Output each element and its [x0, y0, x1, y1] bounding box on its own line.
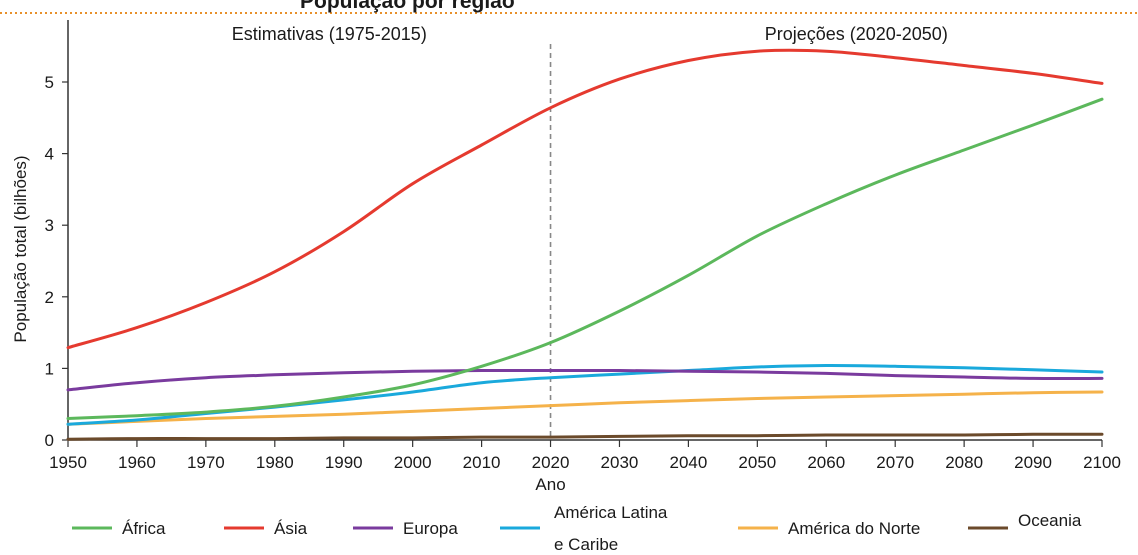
x-tick-label: 2070	[876, 453, 914, 472]
x-tick-label: 2090	[1014, 453, 1052, 472]
x-tick-label: 2020	[532, 453, 570, 472]
legend-label-america-latina-caribe: América Latina	[554, 503, 668, 522]
y-axis-title: População total (bilhões)	[11, 155, 30, 342]
x-tick-label: 2100	[1083, 453, 1121, 472]
x-tick-label: 2000	[394, 453, 432, 472]
chart-title: População por região	[300, 0, 515, 13]
legend-label-america-latina-caribe-line2: e Caribe	[554, 535, 618, 554]
x-tick-label: 1950	[49, 453, 87, 472]
y-tick-label: 1	[45, 359, 54, 378]
x-tick-label: 2050	[738, 453, 776, 472]
series-line-africa	[66, 97, 1104, 421]
series-line-asia	[66, 48, 1104, 350]
series-line-america-do-norte	[66, 390, 1104, 426]
y-tick-label: 4	[45, 145, 54, 164]
x-tick-label: 1960	[118, 453, 156, 472]
x-tick-label: 2080	[945, 453, 983, 472]
x-tick-label: 1990	[325, 453, 363, 472]
y-tick-label: 5	[45, 73, 54, 92]
y-tick-label: 0	[45, 431, 54, 450]
legend-label-asia: Ásia	[274, 519, 308, 538]
plot-area: 0 1 2 3 4 5 1950 1960 1970 1980 1990 2000 2010 2020 20…	[11, 20, 1121, 554]
section-label-projections: Projeções (2020-2050)	[765, 24, 948, 44]
y-tick-label: 3	[45, 216, 54, 235]
x-tick-label: 2030	[601, 453, 639, 472]
legend-label-america-do-norte: América do Norte	[788, 519, 920, 538]
x-axis-title: Ano	[535, 475, 565, 494]
section-label-estimates: Estimativas (1975-2015)	[232, 24, 427, 44]
x-tick-label: 2010	[463, 453, 501, 472]
legend-label-africa: África	[122, 519, 166, 538]
series-line-oceania	[66, 432, 1104, 441]
legend-label-oceania: Oceania	[1018, 511, 1082, 530]
y-tick-label: 2	[45, 288, 54, 307]
legend-label-europa: Europa	[403, 519, 458, 538]
x-tick-label: 2060	[807, 453, 845, 472]
x-tick-label: 1980	[256, 453, 294, 472]
x-tick-label: 2040	[669, 453, 707, 472]
x-tick-label: 1970	[187, 453, 225, 472]
series-line-europa	[66, 368, 1104, 392]
